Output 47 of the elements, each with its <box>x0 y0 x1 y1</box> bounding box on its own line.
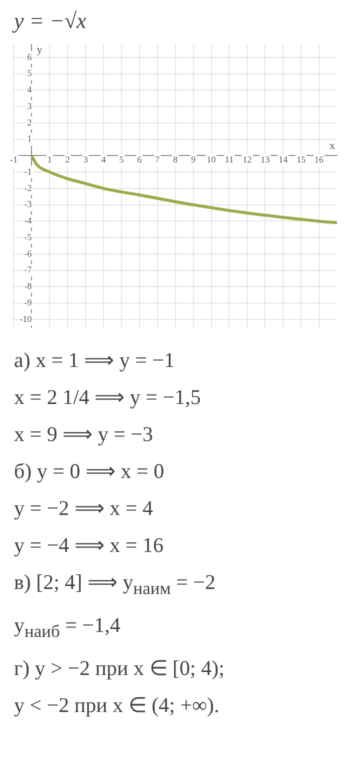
text: а) x = 1 ⟹ y = −1 <box>14 347 176 374</box>
text: г) y > −2 при x ∈ [0; 4); <box>14 655 226 682</box>
y-tick-label: -9 <box>24 297 32 308</box>
y-tick-label: 6 <box>27 52 32 62</box>
text: y = −2 ⟹ x = 4 <box>14 495 154 522</box>
x-tick-label: 13 <box>260 154 270 165</box>
text: в) [2; 4] ⟹ y$_{наим}$ = −2 <box>14 569 216 600</box>
text: x = 2 1/4 ⟹ y = −1,5 <box>14 384 202 411</box>
y-tick-label: -7 <box>24 264 32 275</box>
y-axis-title: y <box>36 44 43 56</box>
x-tick-label: 11 <box>224 154 234 165</box>
x-tick-label: 8 <box>173 154 178 165</box>
y-tick-label: 2 <box>27 117 32 128</box>
y-tick-label: -10 <box>20 314 32 324</box>
text: y = −4 ⟹ x = 16 <box>14 532 165 559</box>
y-tick-label: -2 <box>24 182 32 193</box>
x-tick-label: 6 <box>137 154 142 165</box>
x-tick-label: 3 <box>83 154 88 165</box>
x-axis-title: x <box>330 140 336 152</box>
x-tick-label: 9 <box>191 154 196 165</box>
x-tick-label: 12 <box>242 154 252 165</box>
y-tick-label: 1 <box>27 134 32 144</box>
x-tick-label: 10 <box>206 154 216 165</box>
line-series <box>30 154 337 224</box>
x-tick-label: 4 <box>101 154 106 165</box>
y-tick-label: 4 <box>27 84 32 95</box>
x-tick-label: 2 <box>65 154 70 165</box>
x-tick-label: 14 <box>278 154 288 165</box>
y-tick-label: 5 <box>27 68 32 78</box>
x-tick-label: -1 <box>10 154 18 165</box>
x-tick-label: 5 <box>119 154 124 165</box>
y-tick-label: -5 <box>24 232 32 242</box>
x-tick-label: 1 <box>47 154 52 165</box>
x-tick-label: 15 <box>296 154 306 165</box>
text: б) y = 0 ⟹ x = 0 <box>14 458 166 485</box>
x-tick-label: 7 <box>155 154 160 165</box>
x-tick-label: 16 <box>314 154 324 165</box>
text: x = 9 ⟹ y = −3 <box>14 421 154 448</box>
chart-title: y = −√x <box>14 8 88 34</box>
y-tick-label: -4 <box>24 216 32 226</box>
y-tick-label: -3 <box>24 199 32 210</box>
text: y$_{наиб}$ = −1,4 <box>14 612 122 644</box>
y-tick-label: -1 <box>24 166 32 176</box>
y-tick-label: 3 <box>27 100 32 111</box>
y-tick-label: -6 <box>24 248 32 258</box>
text: y < −2 при x ∈ (4; +∞). <box>14 692 220 720</box>
y-tick-label: -8 <box>24 281 32 292</box>
